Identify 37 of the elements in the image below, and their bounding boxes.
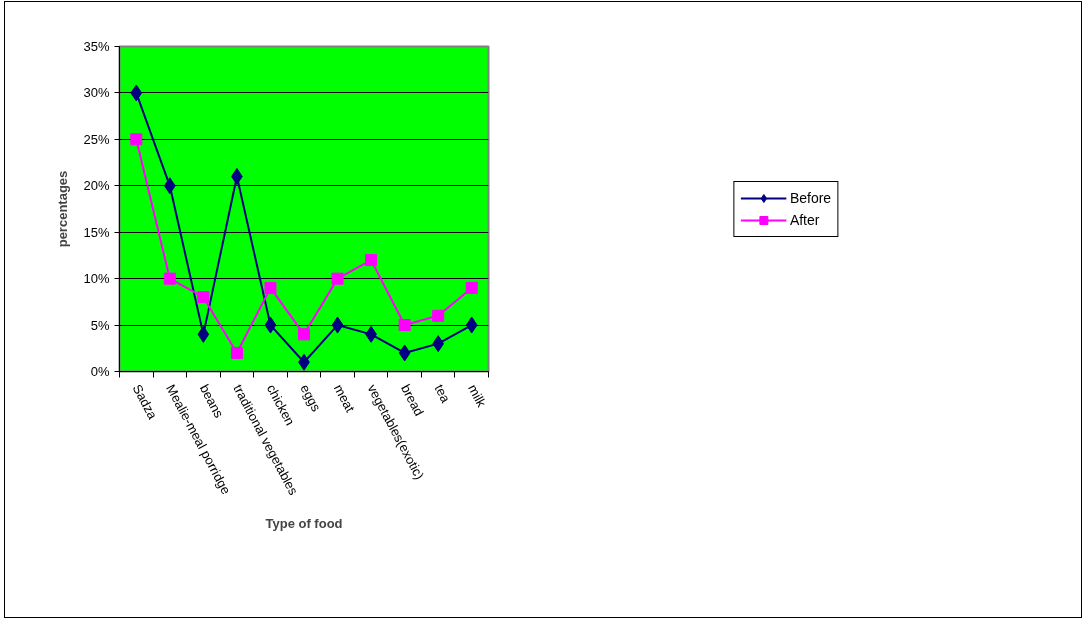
point bbox=[398, 344, 411, 362]
point bbox=[331, 316, 344, 334]
y-tick-label: 15% bbox=[83, 224, 110, 240]
point bbox=[163, 272, 176, 285]
x-axis-title: Type of food bbox=[265, 516, 343, 532]
y-tick-label: 0% bbox=[90, 364, 110, 379]
point bbox=[264, 281, 277, 294]
point bbox=[398, 319, 411, 332]
point bbox=[130, 84, 143, 102]
y-tick-label: 35% bbox=[83, 39, 110, 54]
point bbox=[130, 133, 143, 146]
point bbox=[264, 316, 277, 334]
x-tick-label: milk bbox=[465, 381, 490, 410]
point bbox=[230, 346, 243, 359]
point bbox=[365, 254, 378, 267]
legend-label: Before bbox=[789, 189, 832, 206]
y-tick-label: 10% bbox=[83, 271, 110, 287]
y-tick-label: 20% bbox=[83, 178, 110, 194]
point bbox=[197, 325, 210, 343]
x-tick-label: Sadza bbox=[129, 381, 161, 423]
point bbox=[465, 316, 478, 334]
legend-label: After bbox=[789, 211, 820, 228]
point bbox=[331, 272, 344, 285]
y-tick-label: 5% bbox=[90, 317, 110, 333]
x-tick-label: eggs bbox=[297, 381, 325, 415]
x-tick-label: meat bbox=[330, 381, 358, 415]
point bbox=[163, 177, 176, 195]
point bbox=[298, 328, 310, 341]
x-tick-label: tea bbox=[431, 381, 454, 406]
point bbox=[231, 168, 243, 185]
point bbox=[465, 281, 478, 294]
y-axis-title: percentages bbox=[55, 170, 71, 248]
y-tick-label: 25% bbox=[83, 131, 110, 147]
point bbox=[197, 291, 210, 304]
y-tick-label: 30% bbox=[83, 85, 110, 101]
point bbox=[432, 309, 445, 322]
point bbox=[432, 335, 445, 353]
